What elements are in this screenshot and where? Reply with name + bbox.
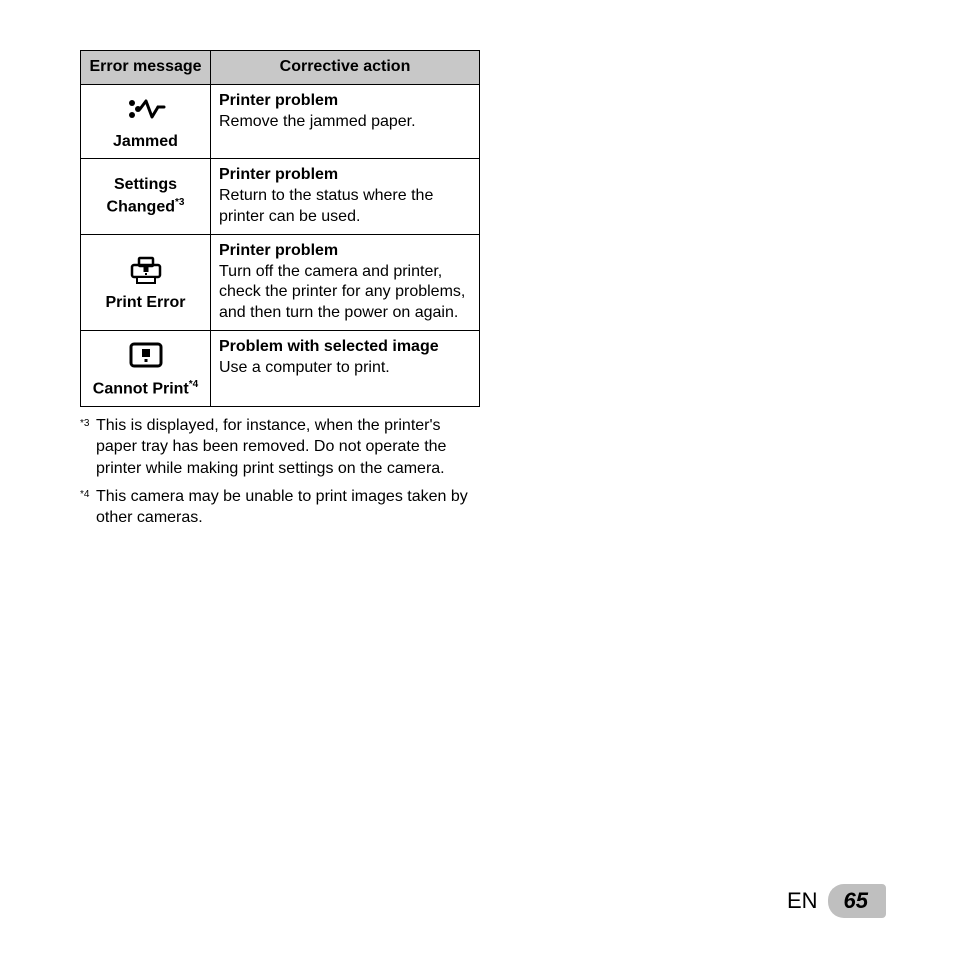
action-title: Printer problem [219, 166, 338, 183]
action-title: Printer problem [219, 242, 338, 259]
footnote: *3 This is displayed, for instance, when… [80, 415, 480, 480]
jammed-icon [89, 95, 202, 130]
print-error-icon [89, 255, 202, 292]
footer-page-number: 65 [828, 884, 886, 918]
footnote: *4 This camera may be unable to print im… [80, 486, 480, 529]
error-label: Print Error [105, 294, 185, 311]
table-body: Jammed Printer problem Remove the jammed… [81, 84, 480, 406]
table-row: Jammed Printer problem Remove the jammed… [81, 84, 480, 159]
page-footer: EN 65 [787, 884, 886, 918]
action-body: Use a computer to print. [219, 359, 390, 376]
page-content: Error message Corrective action [80, 50, 480, 535]
action-body: Turn off the camera and printer, check t… [219, 263, 465, 322]
action-body: Remove the jammed paper. [219, 113, 416, 130]
footnote-ref: *3 [80, 415, 96, 480]
action-body: Return to the status where the printer c… [219, 187, 433, 225]
col-header-action: Corrective action [211, 51, 480, 85]
error-label: Cannot Print [93, 380, 189, 397]
action-title: Printer problem [219, 92, 338, 109]
table-row: Print Error Printer problem Turn off the… [81, 234, 480, 330]
footnote-text: This camera may be unable to print image… [96, 486, 480, 529]
error-label-sup: *4 [189, 379, 198, 390]
footnote-ref: *4 [80, 486, 96, 529]
footnotes: *3 This is displayed, for instance, when… [80, 415, 480, 529]
error-label: Jammed [113, 133, 178, 150]
table-row: Settings Changed*3 Printer problem Retur… [81, 159, 480, 234]
footer-lang: EN [787, 888, 818, 914]
error-table: Error message Corrective action [80, 50, 480, 407]
col-header-error: Error message [81, 51, 211, 85]
error-label-sup: *3 [175, 197, 184, 208]
footnote-text: This is displayed, for instance, when th… [96, 415, 480, 480]
error-label: Settings Changed [107, 176, 178, 215]
table-row: Cannot Print*4 Problem with selected ima… [81, 330, 480, 406]
cannot-print-icon [89, 341, 202, 376]
action-title: Problem with selected image [219, 338, 439, 355]
